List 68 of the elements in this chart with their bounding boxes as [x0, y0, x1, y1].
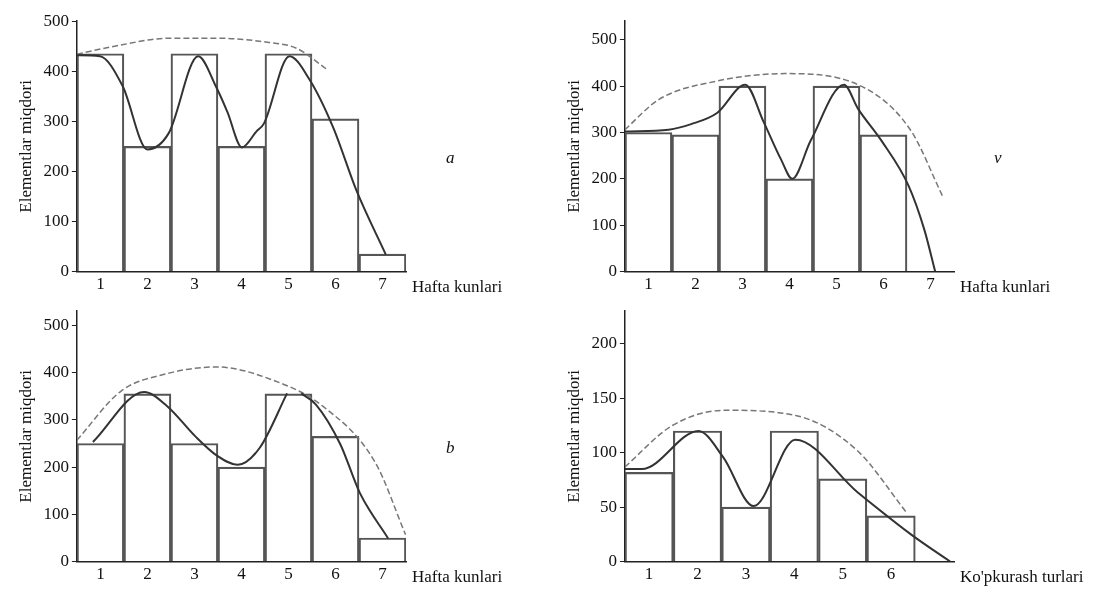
line-series [76, 366, 406, 536]
x-tick-label: 1 [96, 564, 105, 584]
y-axis-title: Elementlar miqdori [15, 369, 35, 503]
y-tick-label: 200 [591, 333, 617, 353]
x-tick-label: 1 [644, 564, 654, 584]
text: a [446, 148, 455, 168]
x-tick-label: 3 [741, 564, 751, 584]
line-series [624, 72, 944, 198]
x-tick-label: 3 [738, 274, 747, 294]
text: v [994, 148, 1002, 168]
x-tick-label: 4 [790, 564, 800, 584]
line-series [76, 54, 387, 256]
x-tick-label: 2 [693, 564, 702, 584]
y-axis-title: Elementlar miqdori [563, 369, 583, 503]
y-tick-label: 200 [591, 168, 617, 188]
x-tick-label: 7 [378, 274, 388, 294]
x-tick-label: 5 [284, 274, 293, 294]
x-tick-label: 2 [143, 564, 152, 584]
y-tick-label: 300 [591, 121, 617, 141]
x-tick-label: 1 [644, 274, 653, 294]
y-tick-label: 150 [591, 387, 617, 407]
y-tick-label: 400 [43, 362, 69, 382]
y-tick-label: 100 [43, 210, 69, 230]
x-tick-label: 7 [378, 564, 388, 584]
y-tick-label: 500 [43, 10, 69, 30]
y-tick-label: 0 [60, 551, 69, 571]
y-tick-label: 300 [43, 409, 69, 429]
line-series [624, 429, 952, 562]
y-axis-title: Elementlar miqdori [563, 79, 583, 213]
y-tick-label: 0 [60, 261, 69, 281]
x-tick-label: 3 [190, 274, 199, 294]
y-axis-title: Elementlar miqdori [15, 79, 35, 213]
x-axis-title: Hafta kunlari [412, 567, 503, 587]
line-series [76, 37, 329, 71]
x-tick-label: 6 [886, 564, 896, 584]
x-tick-label: 6 [879, 274, 888, 294]
y-tick-label: 300 [43, 110, 69, 130]
y-tick-label: 400 [591, 75, 617, 95]
x-tick-label: 7 [926, 274, 936, 294]
line-series [624, 409, 908, 514]
x-tick-label: 6 [331, 564, 340, 584]
y-tick-label: 500 [591, 29, 617, 49]
y-tick-label: 100 [43, 503, 69, 523]
x-tick-label: 5 [832, 274, 841, 294]
x-tick-label: 6 [331, 274, 340, 294]
y-tick-label: 0 [608, 551, 617, 571]
y-tick-label: 0 [608, 261, 617, 281]
x-tick-label: 2 [143, 274, 152, 294]
x-tick-label: 5 [838, 564, 847, 584]
x-tick-label: 4 [237, 564, 247, 584]
x-tick-label: 4 [785, 274, 795, 294]
x-tick-label: 2 [691, 274, 700, 294]
y-tick-label: 100 [591, 442, 617, 462]
y-tick-label: 200 [43, 456, 69, 476]
x-axis-title: Hafta kunlari [412, 277, 503, 297]
x-tick-label: 3 [190, 564, 199, 584]
y-tick-label: 50 [599, 496, 617, 516]
y-tick-label: 200 [43, 160, 69, 180]
x-axis-title: Ko'pkurash turlari [960, 567, 1084, 587]
x-tick-label: 1 [96, 274, 105, 294]
x-axis-title: Hafta kunlari [960, 277, 1051, 297]
x-tick-label: 4 [237, 274, 247, 294]
text: b [446, 438, 455, 458]
y-tick-label: 400 [43, 60, 69, 80]
x-tick-label: 5 [284, 564, 293, 584]
y-tick-label: 100 [591, 214, 617, 234]
line-series [624, 83, 937, 272]
y-tick-label: 500 [43, 314, 69, 334]
